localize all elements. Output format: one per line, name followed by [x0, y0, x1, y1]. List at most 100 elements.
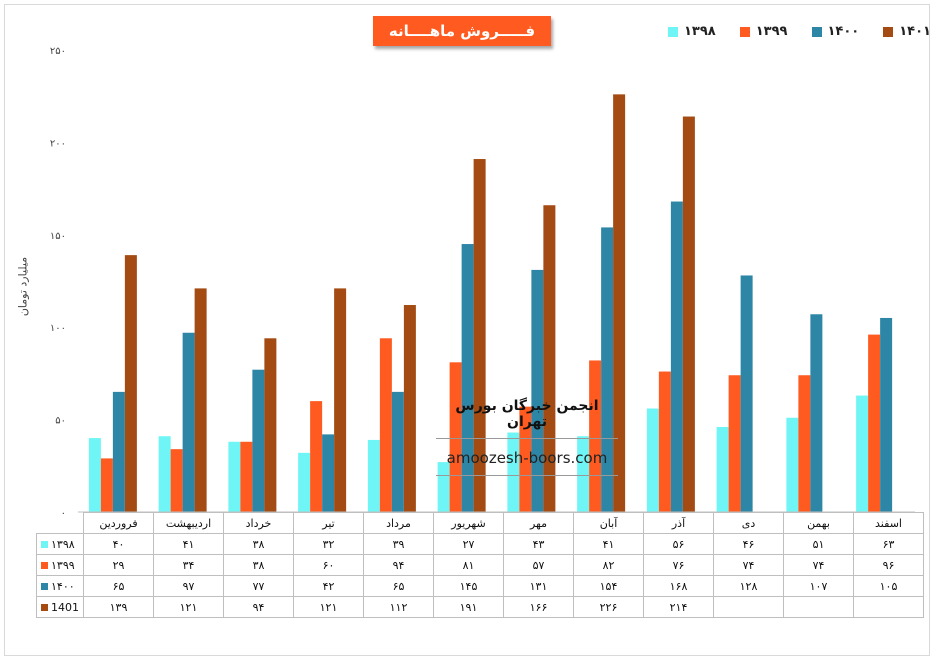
bar-2-12 — [868, 334, 881, 512]
bar-3-1 — [112, 391, 125, 512]
bar-3-6 — [461, 244, 474, 513]
data-label: ۱۵۴ — [573, 575, 644, 597]
data-label: ۳۴ — [153, 554, 224, 576]
data-label — [853, 596, 924, 618]
data-label: ۳۹ — [363, 533, 434, 555]
data-label: ۱۰۷ — [783, 575, 854, 597]
legend-swatch — [883, 26, 894, 37]
data-label: ۱۶۸ — [643, 575, 714, 597]
y-tick-label: ۵۰ — [55, 416, 66, 427]
x-tick-label: اسفند — [853, 512, 924, 534]
legend-label: ۱۳۹۹ — [755, 24, 788, 39]
bar-4-5 — [403, 305, 416, 512]
bar-2-11 — [798, 375, 811, 512]
data-label: ۱۲۸ — [713, 575, 784, 597]
data-label: ۱۱۲ — [363, 596, 434, 618]
watermark-rule-bottom — [436, 475, 618, 476]
data-label: ۵۱ — [783, 533, 854, 555]
data-label: ۱۰۵ — [853, 575, 924, 597]
bar-4-4 — [334, 288, 347, 512]
table-row-swatch — [41, 541, 48, 548]
bar-3-9 — [670, 201, 683, 512]
data-label: ۸۱ — [433, 554, 504, 576]
x-tick-label: بهمن — [783, 512, 854, 534]
bar-4-3 — [264, 338, 277, 512]
legend-item-1: ۱۳۹۸ — [668, 24, 716, 39]
y-tick-label: ۱۵۰ — [50, 231, 66, 242]
data-label: ۱۲۱ — [153, 596, 224, 618]
data-label: ۸۲ — [573, 554, 644, 576]
table-row-swatch — [41, 562, 48, 569]
legend-label: ۱۳۹۸ — [684, 24, 716, 39]
data-label: ۳۸ — [223, 554, 294, 576]
table-corner — [37, 513, 84, 534]
data-label: ۷۴ — [783, 554, 854, 576]
bar-1-1 — [88, 438, 101, 512]
x-tick-label: اردیبهشت — [153, 512, 224, 534]
data-label — [783, 596, 854, 618]
data-label: ۹۴ — [363, 554, 434, 576]
data-label: ۹۷ — [153, 575, 224, 597]
bar-3-11 — [810, 314, 823, 512]
data-label: ۳۲ — [293, 533, 364, 555]
data-label: ۲۱۴ — [643, 596, 714, 618]
bar-3-3 — [252, 369, 265, 512]
data-label — [713, 596, 784, 618]
y-tick-label: ۰ — [61, 508, 66, 519]
bar-3-2 — [182, 332, 195, 512]
bar-2-5 — [379, 338, 392, 512]
table-row-swatch — [41, 604, 48, 611]
x-tick-label: مهر — [503, 512, 574, 534]
bar-1-8 — [577, 436, 590, 512]
legend-swatch — [739, 26, 750, 37]
table-row: ۱۳۹۸ ۴۰ ۴۱ ۳۸ ۳۲ ۳۹ ۲۷ ۴۳ ۴۱ ۵۶ ۴۶ ۵۱ ۶۳ — [36, 533, 924, 555]
watermark-org-name: انجمن خبرگان بورس تهران — [455, 398, 599, 430]
data-label: ۶۵ — [83, 575, 154, 597]
data-label: ۴۲ — [293, 575, 364, 597]
legend-swatch — [811, 26, 822, 37]
data-label: ۱۲۱ — [293, 596, 364, 618]
x-tick-label: دی — [713, 512, 784, 534]
data-label: ۴۱ — [153, 533, 224, 555]
data-label: ۱۶۶ — [503, 596, 574, 618]
bar-2-1 — [100, 458, 113, 512]
x-tick-label: آذر — [643, 512, 714, 534]
bar-1-10 — [716, 426, 729, 512]
data-label: ۲۲۶ — [573, 596, 644, 618]
x-tick-label: خرداد — [223, 512, 294, 534]
legend-item-3: ۱۴۰۰ — [811, 24, 859, 39]
bar-3-12 — [880, 317, 893, 512]
bar-2-10 — [728, 375, 741, 512]
data-label: ۴۳ — [503, 533, 574, 555]
chart-title: فـــــروش ماهــــانه ســخوز — [373, 16, 551, 70]
table-row-header: ۱۳۹۸ — [36, 533, 84, 555]
bar-2-9 — [658, 371, 671, 512]
watermark-rule-top — [436, 438, 618, 439]
bar-1-7 — [507, 432, 520, 512]
table-row-header: ۱۳۹۹ — [36, 554, 84, 576]
data-label: ۹۴ — [223, 596, 294, 618]
bar-1-4 — [298, 452, 311, 512]
table-row-swatch — [41, 583, 48, 590]
data-label: ۷۶ — [643, 554, 714, 576]
table-row: ۱۴۰۰ ۶۵ ۹۷ ۷۷ ۴۲ ۶۵ ۱۴۵ ۱۳۱ ۱۵۴ ۱۶۸ ۱۲۸ ۱۰۷ ۱۰۵ — [36, 575, 924, 597]
data-label: ۵۷ — [503, 554, 574, 576]
x-tick-label: مرداد — [363, 512, 434, 534]
data-label: ۱۹۱ — [433, 596, 504, 618]
data-label: ۳۸ — [223, 533, 294, 555]
data-label: ۷۴ — [713, 554, 784, 576]
legend-label: ۱۴۰۱ — [899, 24, 931, 39]
legend-swatch — [668, 26, 678, 37]
x-tick-label: فروردین — [83, 512, 154, 534]
bar-1-9 — [646, 408, 659, 512]
bar-3-8 — [601, 227, 614, 512]
bar-4-1 — [124, 255, 137, 513]
data-label: ۹۶ — [853, 554, 924, 576]
bar-1-5 — [367, 439, 380, 512]
data-label: ۱۴۵ — [433, 575, 504, 597]
bar-1-3 — [228, 441, 241, 512]
data-label: ۵۶ — [643, 533, 714, 555]
data-label: ۴۰ — [83, 533, 154, 555]
data-label: ۲۷ — [433, 533, 504, 555]
data-label: ۱۳۹ — [83, 596, 154, 618]
